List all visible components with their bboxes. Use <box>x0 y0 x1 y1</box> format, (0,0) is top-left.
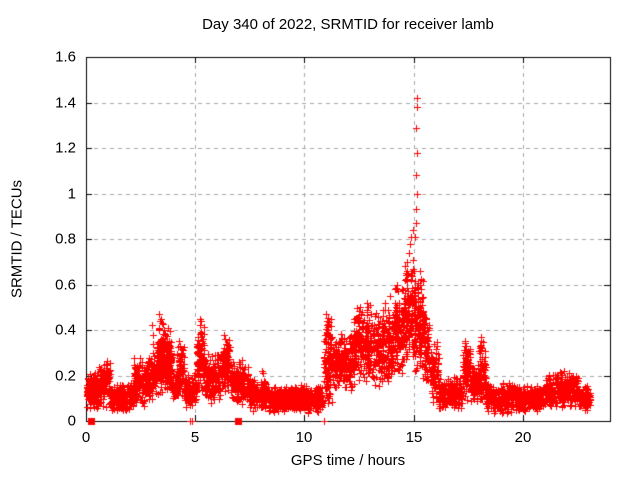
y-tick-label: 0.4 <box>55 321 76 339</box>
x-tick-label: 10 <box>295 429 313 446</box>
x-tick-label: 15 <box>405 429 423 446</box>
y-tick-label: 1 <box>67 185 76 202</box>
y-tick-label: 0 <box>67 412 76 430</box>
x-axis-label: GPS time / hours <box>290 452 406 469</box>
y-tick-label: 1.6 <box>55 48 76 66</box>
x-tick-label: 20 <box>514 429 532 446</box>
y-tick-label: 0.8 <box>55 230 76 248</box>
x-tick-label: 0 <box>81 429 91 446</box>
chart-title: Day 340 of 2022, SRMTID for receiver lam… <box>202 16 494 33</box>
y-tick-label: 0.6 <box>55 276 76 293</box>
y-tick-label: 0.2 <box>55 367 76 384</box>
y-tick-label: 1.4 <box>55 94 76 111</box>
y-tick-label: 1.2 <box>55 139 76 157</box>
x-tick-label: 5 <box>190 429 200 446</box>
